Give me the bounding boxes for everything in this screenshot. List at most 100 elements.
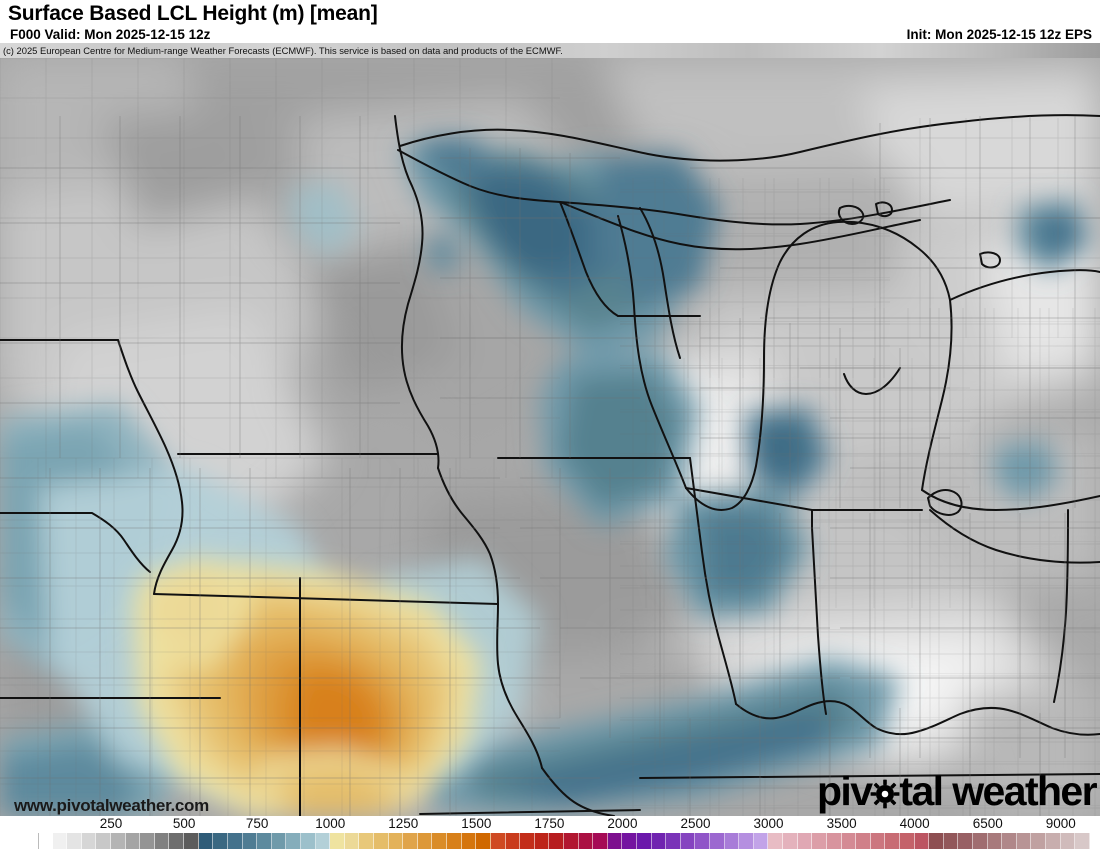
colorbar-swatch[interactable] (768, 833, 784, 849)
colorbar-swatch[interactable] (81, 833, 97, 849)
colorbar-tick-label: 4000 (899, 816, 930, 831)
brand-text-prefix: piv (816, 768, 873, 814)
colorbar-swatch[interactable] (753, 833, 769, 849)
colorbar-swatch[interactable] (1046, 833, 1061, 849)
colorbar-swatch[interactable] (1060, 833, 1076, 849)
colorbar-swatch[interactable] (987, 833, 1003, 849)
colorbar-swatch[interactable] (125, 833, 141, 849)
colorbar-swatch[interactable] (636, 833, 652, 849)
colorbar-swatch[interactable] (943, 833, 959, 849)
colorbar-swatch[interactable] (549, 833, 564, 849)
colorbar-swatch[interactable] (607, 833, 623, 849)
colorbar-swatch[interactable] (973, 833, 988, 849)
lcl-height-contour-map (0, 58, 1100, 816)
colorbar-swatch[interactable] (286, 833, 301, 849)
colorbar-swatch[interactable] (52, 833, 68, 849)
colorbar-swatch[interactable] (447, 833, 462, 849)
colorbar-tick-label: 1750 (534, 816, 565, 831)
colorbar-swatch[interactable] (227, 833, 243, 849)
colorbar-swatch[interactable] (914, 833, 930, 849)
colorbar-swatch[interactable] (666, 833, 681, 849)
colorbar-swatch[interactable] (330, 833, 345, 849)
colorbar-swatch[interactable] (651, 833, 667, 849)
colorbar-swatch[interactable] (929, 833, 944, 849)
colorbar-swatch[interactable] (695, 833, 711, 849)
colorbar-swatch[interactable] (841, 833, 857, 849)
colorbar-tick-label: 500 (172, 816, 196, 831)
colorbar-swatch[interactable] (1002, 833, 1017, 849)
colorbar-swatch[interactable] (856, 833, 871, 849)
colorbar-swatch[interactable] (490, 833, 506, 849)
colorbar-swatch[interactable] (680, 833, 696, 849)
colorbar-swatch[interactable] (505, 833, 521, 849)
colorbar-tick-label: 3000 (753, 816, 784, 831)
colorbar-tick-label: 2000 (607, 816, 638, 831)
colorbar-swatch[interactable] (403, 833, 418, 849)
colorbar-tick-label: 6500 (972, 816, 1003, 831)
brand-text-suffix: tal weather (899, 768, 1097, 814)
colorbar-swatch[interactable] (417, 833, 433, 849)
colorbar-swatch[interactable] (344, 833, 360, 849)
colorbar-swatch[interactable] (797, 833, 813, 849)
colorbar-swatch[interactable] (958, 833, 973, 849)
colorbar-swatch[interactable] (520, 833, 535, 849)
colorbar-swatch[interactable] (1031, 833, 1047, 849)
colorbar-swatch[interactable] (1075, 833, 1090, 849)
colorbar-swatch[interactable] (388, 833, 404, 849)
colorbar-swatch[interactable] (593, 833, 608, 849)
colorbar-swatch[interactable] (578, 833, 594, 849)
colorbar-swatch[interactable] (783, 833, 798, 849)
valid-time-label: F000 Valid: Mon 2025-12-15 12z (10, 27, 211, 42)
pivotal-weather-logo: piv tal (816, 768, 1098, 815)
colorbar-swatch[interactable] (870, 833, 886, 849)
colorbar-tick-label: 750 (245, 816, 269, 831)
colorbar-swatch[interactable] (271, 833, 287, 849)
colorbar-swatch[interactable] (140, 833, 155, 849)
colorbar-tick-label: 1250 (388, 816, 419, 831)
colorbar-tick-label: 3500 (826, 816, 857, 831)
colorbar-swatch[interactable] (432, 833, 448, 849)
colorbar-swatch[interactable] (154, 833, 170, 849)
colorbar-legend[interactable]: 250 500 750 1000 1250 1500 1750 2000 2500 3000 350… (0, 816, 1100, 850)
colorbar-swatch[interactable] (724, 833, 740, 849)
colorbar-swatches[interactable] (38, 833, 1090, 849)
colorbar-swatch[interactable] (534, 833, 550, 849)
colorbar-swatch[interactable] (476, 833, 491, 849)
map-canvas[interactable] (0, 58, 1100, 816)
colorbar-tick-label: 2500 (680, 816, 711, 831)
colorbar-swatch[interactable] (374, 833, 389, 849)
colorbar-swatch[interactable] (563, 833, 579, 849)
colorbar-swatch[interactable] (111, 833, 126, 849)
colorbar-swatch[interactable] (826, 833, 842, 849)
colorbar-swatch[interactable] (812, 833, 827, 849)
colorbar-swatch[interactable] (1016, 833, 1032, 849)
colorbar-swatch[interactable] (198, 833, 214, 849)
page-title: Surface Based LCL Height (m) [mean] (8, 2, 378, 25)
gear-icon (870, 772, 900, 809)
colorbar-swatch[interactable] (38, 833, 53, 849)
colorbar-swatch[interactable] (710, 833, 725, 849)
colorbar-swatch[interactable] (257, 833, 272, 849)
colorbar-swatch[interactable] (96, 833, 112, 849)
colorbar-tick-label: 250 (99, 816, 123, 831)
colorbar-swatch[interactable] (899, 833, 915, 849)
colorbar-swatch[interactable] (184, 833, 199, 849)
site-url-watermark: www.pivotalweather.com (14, 796, 209, 815)
colorbar-swatch[interactable] (739, 833, 754, 849)
colorbar-tick-label: 1000 (315, 816, 346, 831)
colorbar-swatch[interactable] (461, 833, 477, 849)
map-header: Surface Based LCL Height (m) [mean] F000… (0, 0, 1100, 58)
colorbar-swatch[interactable] (885, 833, 900, 849)
colorbar-swatch[interactable] (359, 833, 375, 849)
colorbar-swatch[interactable] (67, 833, 82, 849)
attribution-bar: (c) 2025 European Centre for Medium-rang… (0, 43, 1100, 58)
init-time-label: Init: Mon 2025-12-15 12z EPS (906, 27, 1092, 42)
colorbar-swatch[interactable] (242, 833, 258, 849)
colorbar-swatch[interactable] (213, 833, 228, 849)
colorbar-swatch[interactable] (622, 833, 637, 849)
colorbar-swatch[interactable] (169, 833, 185, 849)
colorbar-tick-label: 9000 (1045, 816, 1076, 831)
colorbar-swatch[interactable] (315, 833, 331, 849)
colorbar-swatch[interactable] (300, 833, 316, 849)
